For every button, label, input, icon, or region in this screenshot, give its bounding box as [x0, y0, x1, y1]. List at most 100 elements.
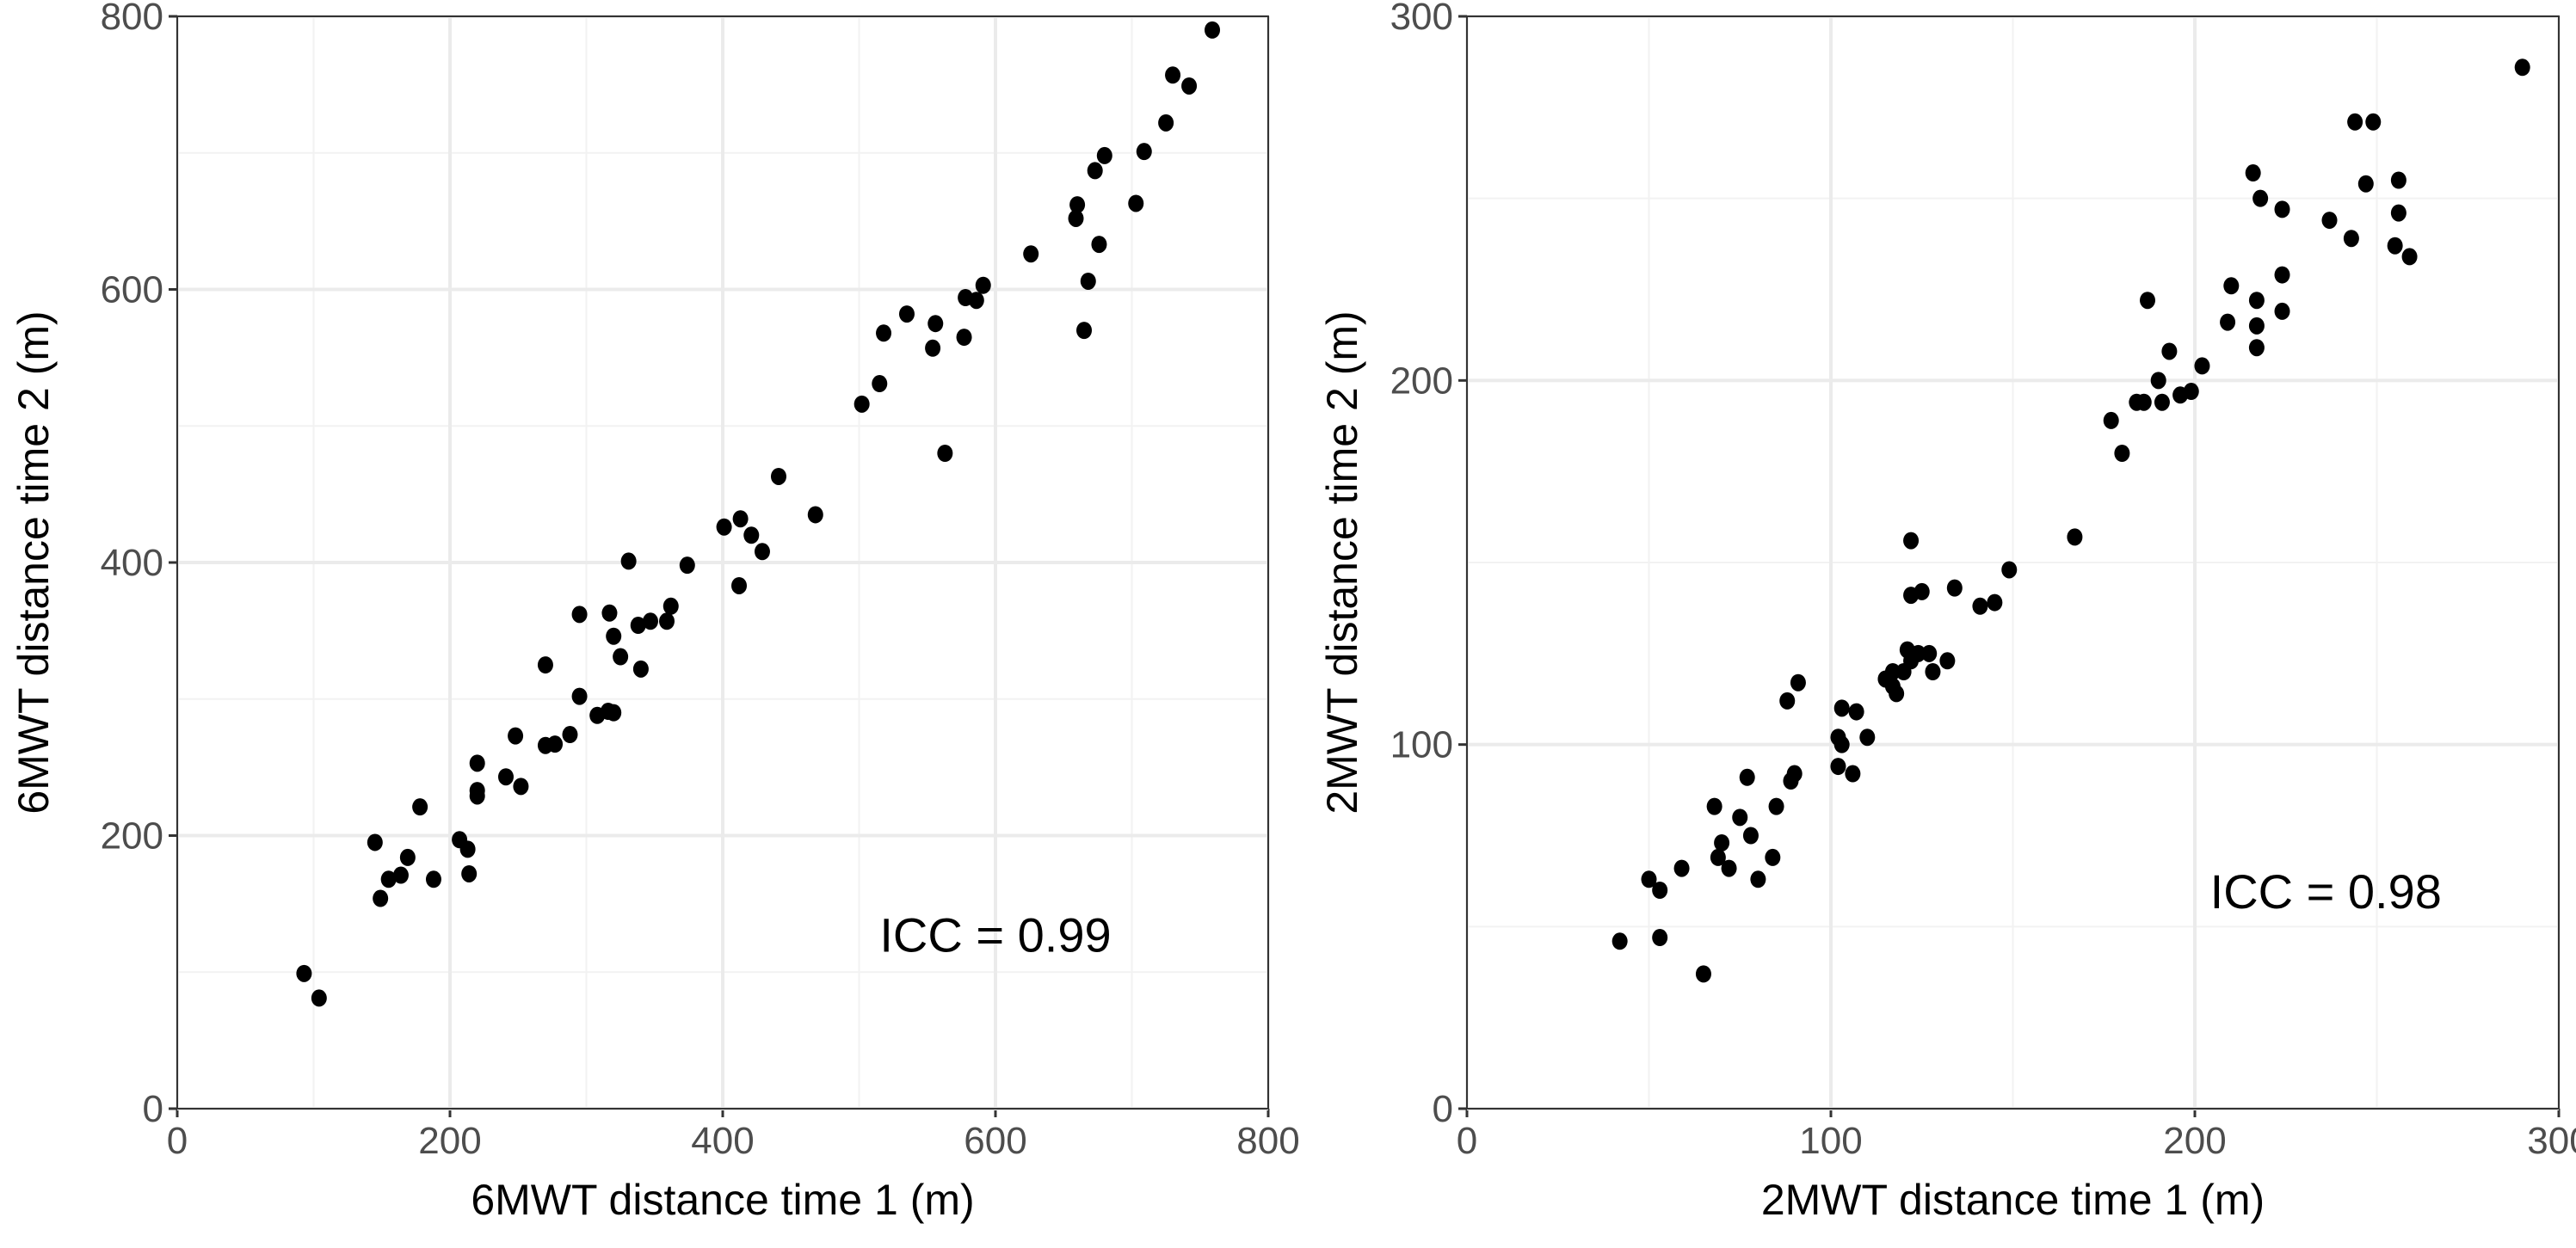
x-axis-title: 6MWT distance time 1 (m): [471, 1176, 974, 1224]
data-point: [2150, 372, 2166, 390]
data-point: [296, 964, 312, 982]
data-point: [1925, 663, 1941, 680]
data-point: [1136, 143, 1152, 161]
data-point: [1884, 677, 1901, 695]
data-point: [1833, 699, 1850, 717]
data-point: [392, 866, 409, 884]
data-point: [601, 604, 618, 622]
data-point: [956, 329, 972, 347]
data-point: [1939, 652, 1956, 670]
data-point: [2390, 204, 2407, 222]
y-tick-label: 100: [1390, 724, 1453, 766]
data-point: [1706, 797, 1722, 815]
data-point: [2161, 342, 2178, 360]
x-tick-label: 200: [2163, 1120, 2226, 1162]
data-point: [1096, 146, 1112, 164]
data-point: [2390, 171, 2407, 189]
y-tick-label: 300: [1390, 0, 1453, 38]
data-point: [1914, 582, 1930, 600]
x-tick-label: 0: [167, 1120, 188, 1162]
data-point: [1742, 827, 1759, 845]
data-point: [659, 612, 675, 630]
data-point: [1652, 882, 1668, 899]
data-point: [2274, 302, 2290, 320]
data-point: [1884, 663, 1901, 680]
data-point: [2245, 164, 2261, 182]
data-point: [2274, 266, 2290, 284]
data-point: [743, 526, 760, 544]
data-point: [968, 292, 984, 310]
data-point: [2274, 200, 2290, 218]
data-point: [1972, 597, 1988, 615]
data-point: [1612, 932, 1628, 950]
data-point: [2347, 113, 2363, 131]
icc-annotation: ICC = 0.98: [2210, 864, 2442, 919]
data-point: [1091, 236, 1107, 254]
data-point: [1076, 322, 1093, 340]
data-point: [1790, 673, 1806, 692]
data-point: [497, 768, 514, 786]
data-point: [1859, 729, 1876, 747]
data-point: [872, 375, 888, 393]
data-point: [2248, 317, 2265, 335]
data-point: [642, 612, 658, 630]
data-point: [412, 798, 428, 816]
data-point: [1732, 808, 1748, 827]
data-point: [2252, 189, 2269, 207]
data-point: [937, 445, 953, 462]
data-point: [399, 848, 416, 866]
y-tick-label: 200: [101, 815, 163, 858]
data-point: [1710, 848, 1726, 866]
data-point: [459, 840, 476, 858]
data-point: [367, 833, 383, 851]
data-point: [1714, 833, 1730, 851]
data-point: [1165, 66, 1181, 84]
data-point: [2401, 248, 2418, 266]
y-axis-title: 6MWT distance time 2 (m): [9, 310, 58, 814]
data-point: [754, 543, 770, 561]
data-point: [1721, 859, 1737, 877]
x-tick-label: 600: [964, 1120, 1026, 1162]
data-point: [1768, 797, 1784, 815]
data-point: [1921, 644, 1938, 662]
data-point: [2140, 292, 2156, 310]
data-point: [1158, 114, 1174, 132]
x-tick-label: 400: [691, 1120, 754, 1162]
data-point: [571, 687, 588, 705]
data-point: [1750, 870, 1766, 888]
data-point: [1739, 768, 1755, 786]
data-point: [1946, 579, 1963, 597]
data-point: [373, 889, 389, 907]
data-point: [632, 660, 649, 678]
x-axis-title: 2MWT distance time 1 (m): [1761, 1176, 2265, 1224]
data-point: [537, 656, 553, 674]
data-point: [2223, 277, 2240, 295]
x-tick-label: 0: [1457, 1120, 1477, 1162]
data-point: [1023, 245, 1039, 263]
data-point: [2001, 561, 2018, 579]
data-point: [1765, 848, 1781, 866]
data-point: [1069, 196, 1086, 214]
data-point: [562, 726, 578, 744]
data-point: [1087, 162, 1103, 180]
data-point: [1830, 758, 1846, 776]
x-tick-label: 100: [1799, 1120, 1862, 1162]
data-point: [1833, 735, 1850, 753]
panel-border: [176, 15, 1269, 1110]
data-point: [2103, 411, 2119, 429]
data-point: [2194, 357, 2210, 375]
data-point: [807, 506, 823, 524]
data-point: [606, 627, 622, 645]
data-point: [425, 870, 441, 888]
data-point: [1080, 272, 1096, 290]
data-point: [1128, 194, 1144, 212]
data-point: [925, 339, 941, 357]
data-point: [716, 518, 732, 536]
data-point: [1779, 692, 1796, 710]
data-point: [731, 576, 748, 594]
x-tick-label: 800: [1236, 1120, 1299, 1162]
data-point: [679, 556, 695, 575]
data-point: [1205, 21, 1221, 39]
x-tick-label: 300: [2527, 1120, 2576, 1162]
